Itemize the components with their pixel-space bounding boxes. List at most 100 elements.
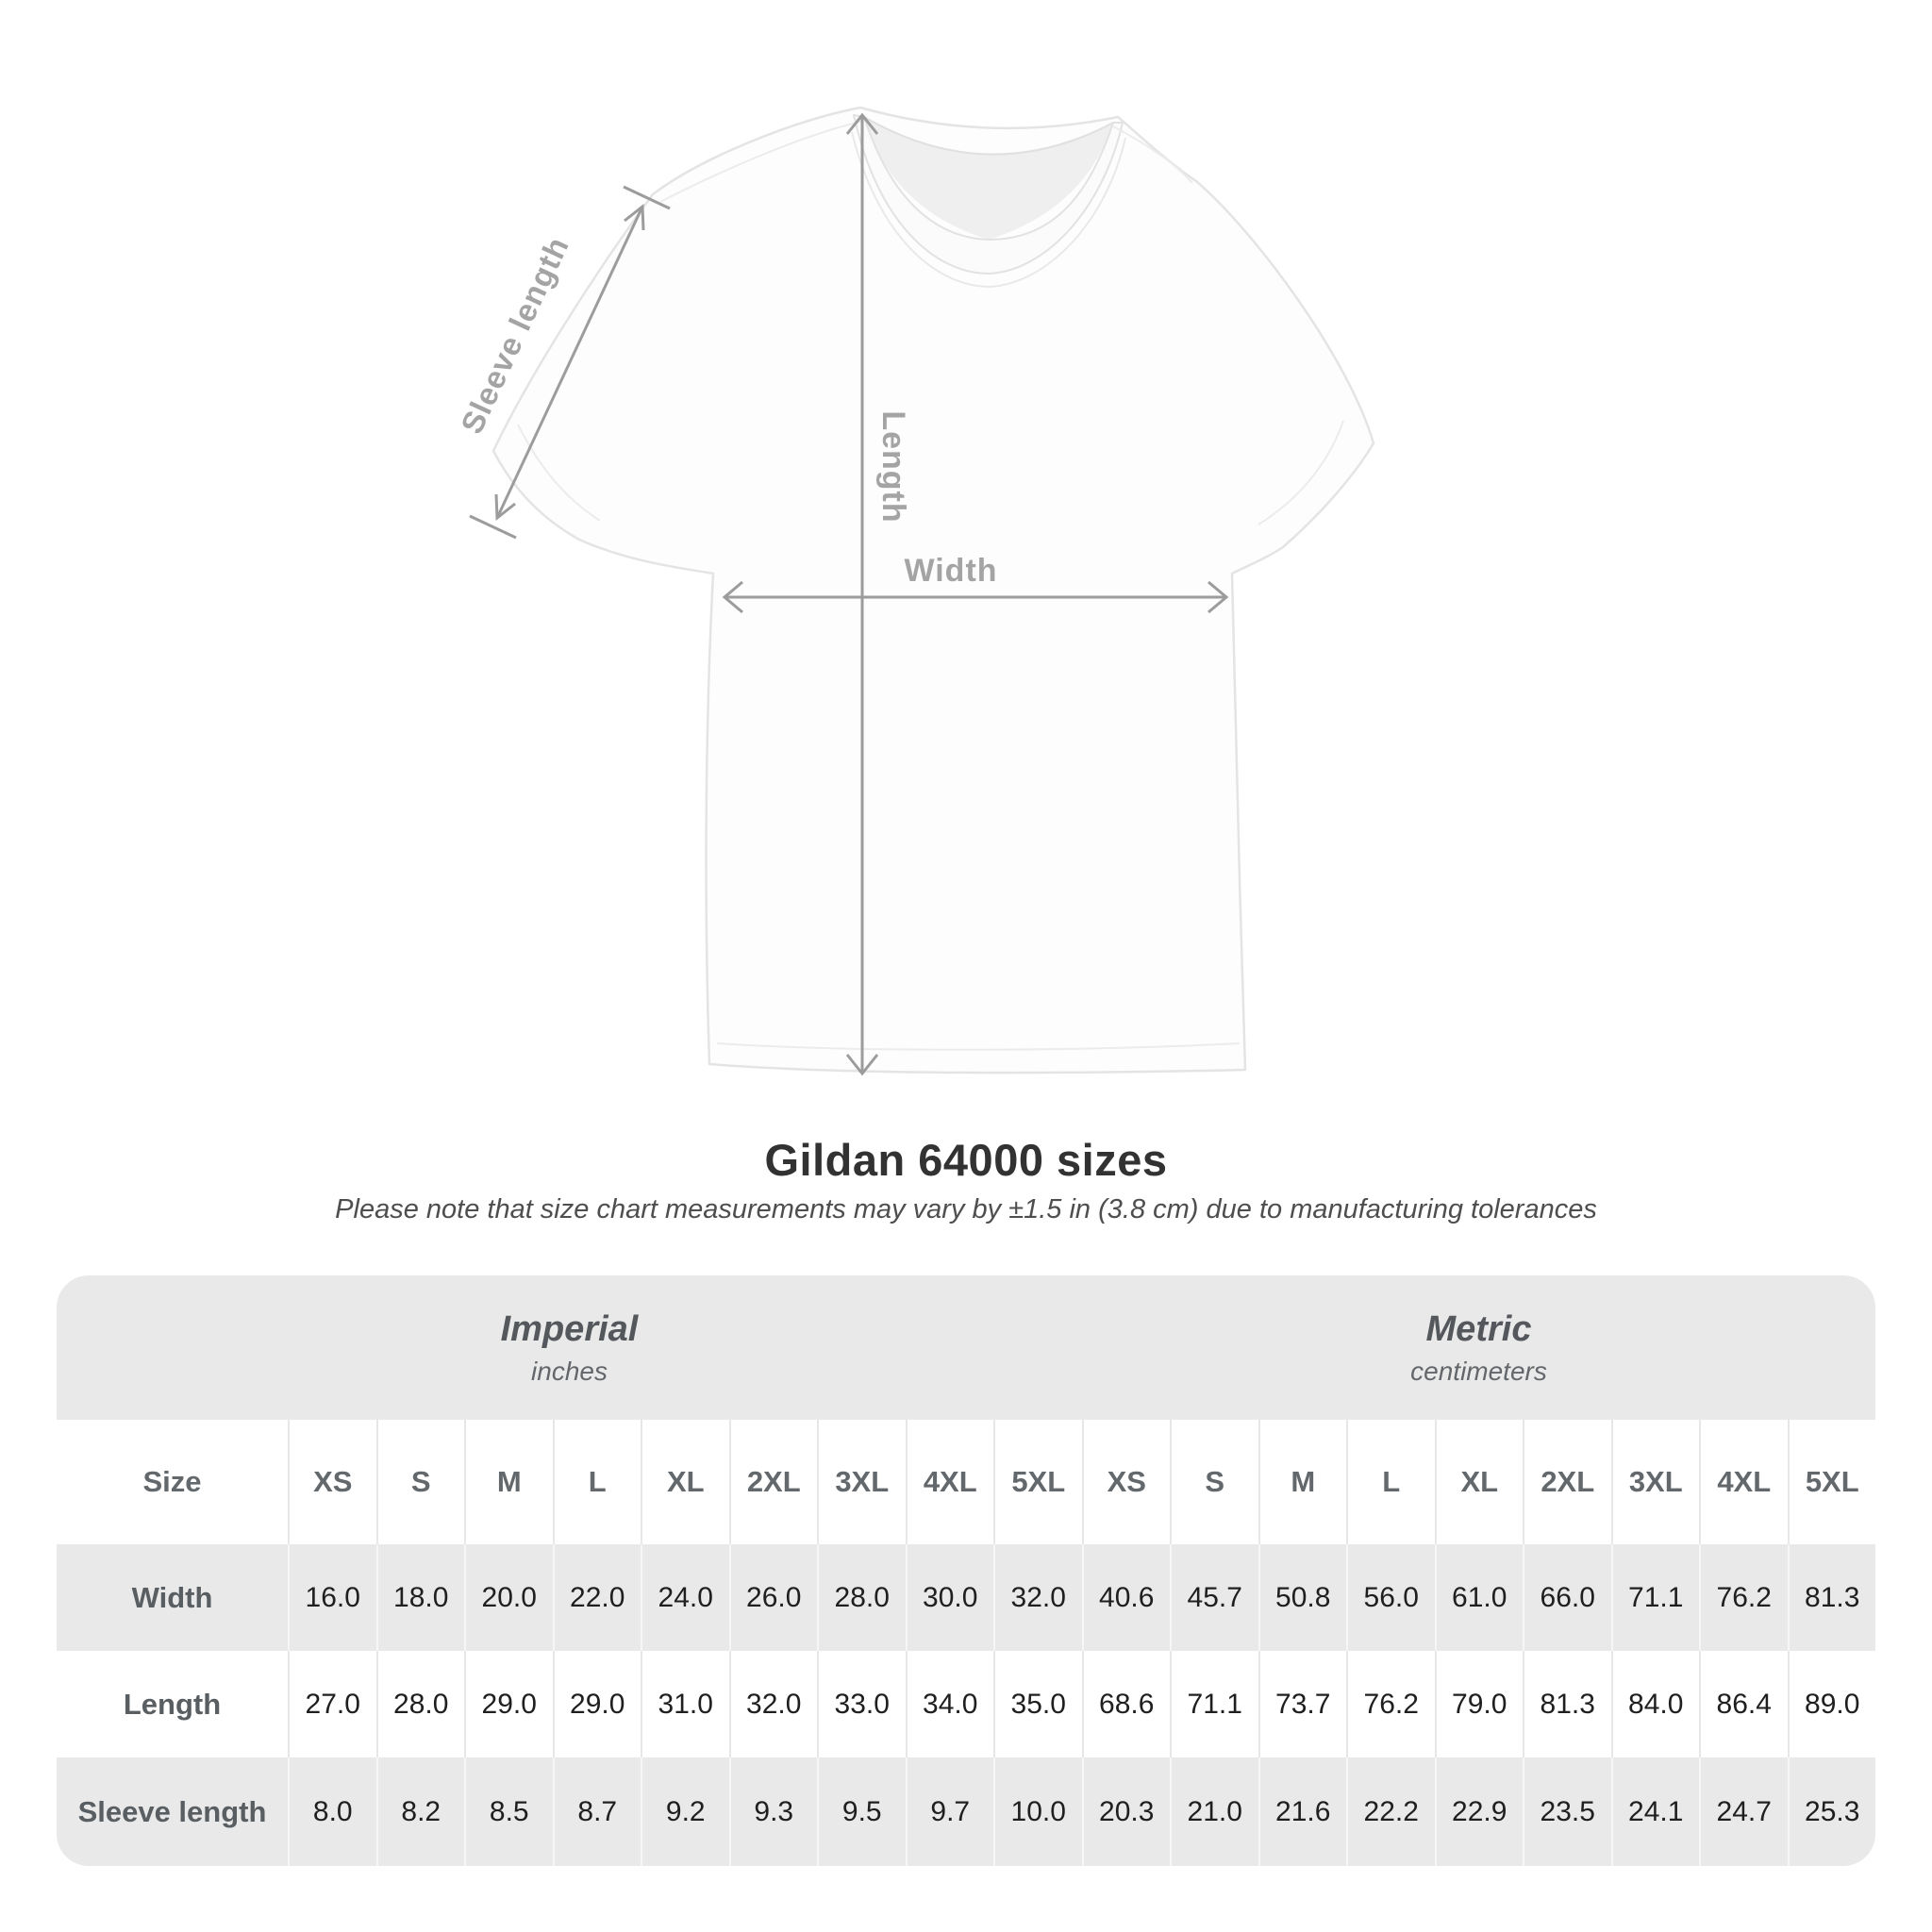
- value-metric: 25.3: [1787, 1757, 1875, 1866]
- size-header-imperial-2xl: 2XL: [728, 1420, 818, 1544]
- value-metric: 50.8: [1257, 1544, 1346, 1651]
- value-imperial: 8.0: [288, 1757, 376, 1866]
- value-imperial: 28.0: [817, 1544, 906, 1651]
- value-metric: 56.0: [1346, 1544, 1435, 1651]
- size-header-metric-s: S: [1170, 1420, 1258, 1544]
- value-imperial: 32.0: [993, 1544, 1082, 1651]
- width-label: Width: [904, 553, 997, 589]
- length-arrowhead-top: [845, 112, 879, 135]
- value-metric: 73.7: [1257, 1651, 1347, 1757]
- value-imperial: 29.0: [552, 1651, 641, 1757]
- value-metric: 24.7: [1699, 1757, 1788, 1866]
- value-metric: 45.7: [1170, 1544, 1258, 1651]
- value-metric: 86.4: [1699, 1651, 1788, 1757]
- sleeve-tick-bottom: [469, 514, 517, 540]
- value-imperial: 9.7: [905, 1757, 993, 1866]
- size-header-imperial-m: M: [464, 1420, 553, 1544]
- value-imperial: 20.0: [464, 1544, 553, 1651]
- size-header-metric-4xl: 4XL: [1699, 1420, 1788, 1544]
- value-imperial: 8.5: [464, 1757, 553, 1866]
- hem-stitch: [716, 1042, 1241, 1051]
- value-metric: 24.1: [1610, 1757, 1699, 1866]
- sleeve-arrowhead-top: [624, 203, 645, 231]
- value-metric: 66.0: [1523, 1544, 1611, 1651]
- value-metric: 71.1: [1610, 1544, 1699, 1651]
- value-imperial: 35.0: [993, 1651, 1082, 1757]
- size-header-imperial-xl: XL: [641, 1420, 729, 1544]
- imperial-label: Imperial: [500, 1308, 639, 1349]
- value-metric: 84.0: [1610, 1651, 1700, 1757]
- value-imperial: 30.0: [905, 1544, 993, 1651]
- size-header-imperial-5xl: 5XL: [993, 1420, 1082, 1544]
- value-imperial: 26.0: [728, 1544, 817, 1651]
- value-metric: 21.6: [1257, 1757, 1346, 1866]
- size-header-imperial-xs: XS: [288, 1420, 376, 1544]
- tshirt-illustration: Sleeve length Length Width: [454, 106, 1375, 1076]
- value-imperial: 22.0: [552, 1544, 641, 1651]
- back-collar-edge: [863, 116, 1114, 156]
- width-arrowhead-left: [722, 580, 743, 614]
- value-metric: 76.2: [1699, 1544, 1788, 1651]
- value-metric: 22.2: [1346, 1757, 1435, 1866]
- size-header-metric-m: M: [1257, 1420, 1347, 1544]
- value-imperial: 29.0: [464, 1651, 553, 1757]
- size-header-imperial-4xl: 4XL: [905, 1420, 994, 1544]
- size-table: Imperial inches Metric centimeters Size X…: [57, 1275, 1875, 1866]
- sleeve-arrowhead-bottom: [494, 493, 516, 522]
- size-header-metric-xl: XL: [1434, 1420, 1524, 1544]
- value-metric: 21.0: [1170, 1757, 1258, 1866]
- value-imperial: 31.0: [641, 1651, 729, 1757]
- left-cuff-seam: [517, 424, 601, 522]
- size-header-imperial-s: S: [375, 1420, 465, 1544]
- metric-label: Metric: [1425, 1308, 1532, 1349]
- row-label: Sleeve length: [57, 1757, 288, 1866]
- size-header-metric-3xl: 3XL: [1610, 1420, 1700, 1544]
- value-imperial: 8.2: [375, 1757, 464, 1866]
- size-header-metric-xs: XS: [1081, 1420, 1171, 1544]
- tolerance-note: Please note that size chart measurements…: [335, 1194, 1597, 1224]
- size-header-metric-l: L: [1346, 1420, 1435, 1544]
- value-metric: 89.0: [1787, 1651, 1876, 1757]
- value-metric: 79.0: [1434, 1651, 1524, 1757]
- row-label: Length: [123, 1687, 222, 1721]
- value-imperial: 16.0: [288, 1544, 376, 1651]
- length-arrow: [845, 112, 879, 1076]
- sleeve-length-arrow: [469, 185, 671, 540]
- value-metric: 61.0: [1434, 1544, 1523, 1651]
- imperial-unit-group: Imperial inches: [57, 1275, 1082, 1420]
- value-imperial: 24.0: [641, 1544, 729, 1651]
- width-arrow: [722, 580, 1229, 614]
- value-imperial: 18.0: [375, 1544, 464, 1651]
- imperial-unit: inches: [531, 1356, 608, 1386]
- size-header-imperial-3xl: 3XL: [817, 1420, 906, 1544]
- metric-unit: centimeters: [1410, 1356, 1547, 1386]
- value-metric: 23.5: [1523, 1757, 1611, 1866]
- width-arrowhead-right: [1208, 580, 1229, 614]
- size-corner-header: Size: [142, 1465, 202, 1498]
- tshirt-body: [491, 106, 1375, 1074]
- size-header-metric-2xl: 2XL: [1523, 1420, 1611, 1544]
- value-metric: 71.1: [1170, 1651, 1258, 1757]
- size-header-imperial-l: L: [552, 1420, 641, 1544]
- value-metric: 68.6: [1081, 1651, 1171, 1757]
- value-imperial: 9.2: [641, 1757, 729, 1866]
- value-metric: 81.3: [1523, 1651, 1611, 1757]
- value-imperial: 10.0: [993, 1757, 1082, 1866]
- value-metric: 76.2: [1346, 1651, 1435, 1757]
- length-arrowhead-bottom: [845, 1054, 879, 1076]
- collar-band: [852, 113, 1124, 275]
- unit-band: Imperial inches Metric centimeters: [57, 1275, 1875, 1420]
- length-label: Length: [875, 410, 911, 523]
- value-imperial: 9.5: [817, 1757, 906, 1866]
- right-cuff-seam: [1257, 420, 1344, 525]
- value-metric: 22.9: [1434, 1757, 1523, 1866]
- value-metric: 20.3: [1081, 1757, 1170, 1866]
- collar-stitch: [851, 131, 1126, 289]
- value-imperial: 8.7: [552, 1757, 641, 1866]
- value-imperial: 32.0: [728, 1651, 818, 1757]
- page-title: Gildan 64000 sizes: [764, 1135, 1168, 1185]
- row-label: Width: [57, 1544, 288, 1651]
- left-shoulder-seam: [659, 120, 865, 203]
- value-imperial: 9.3: [728, 1757, 817, 1866]
